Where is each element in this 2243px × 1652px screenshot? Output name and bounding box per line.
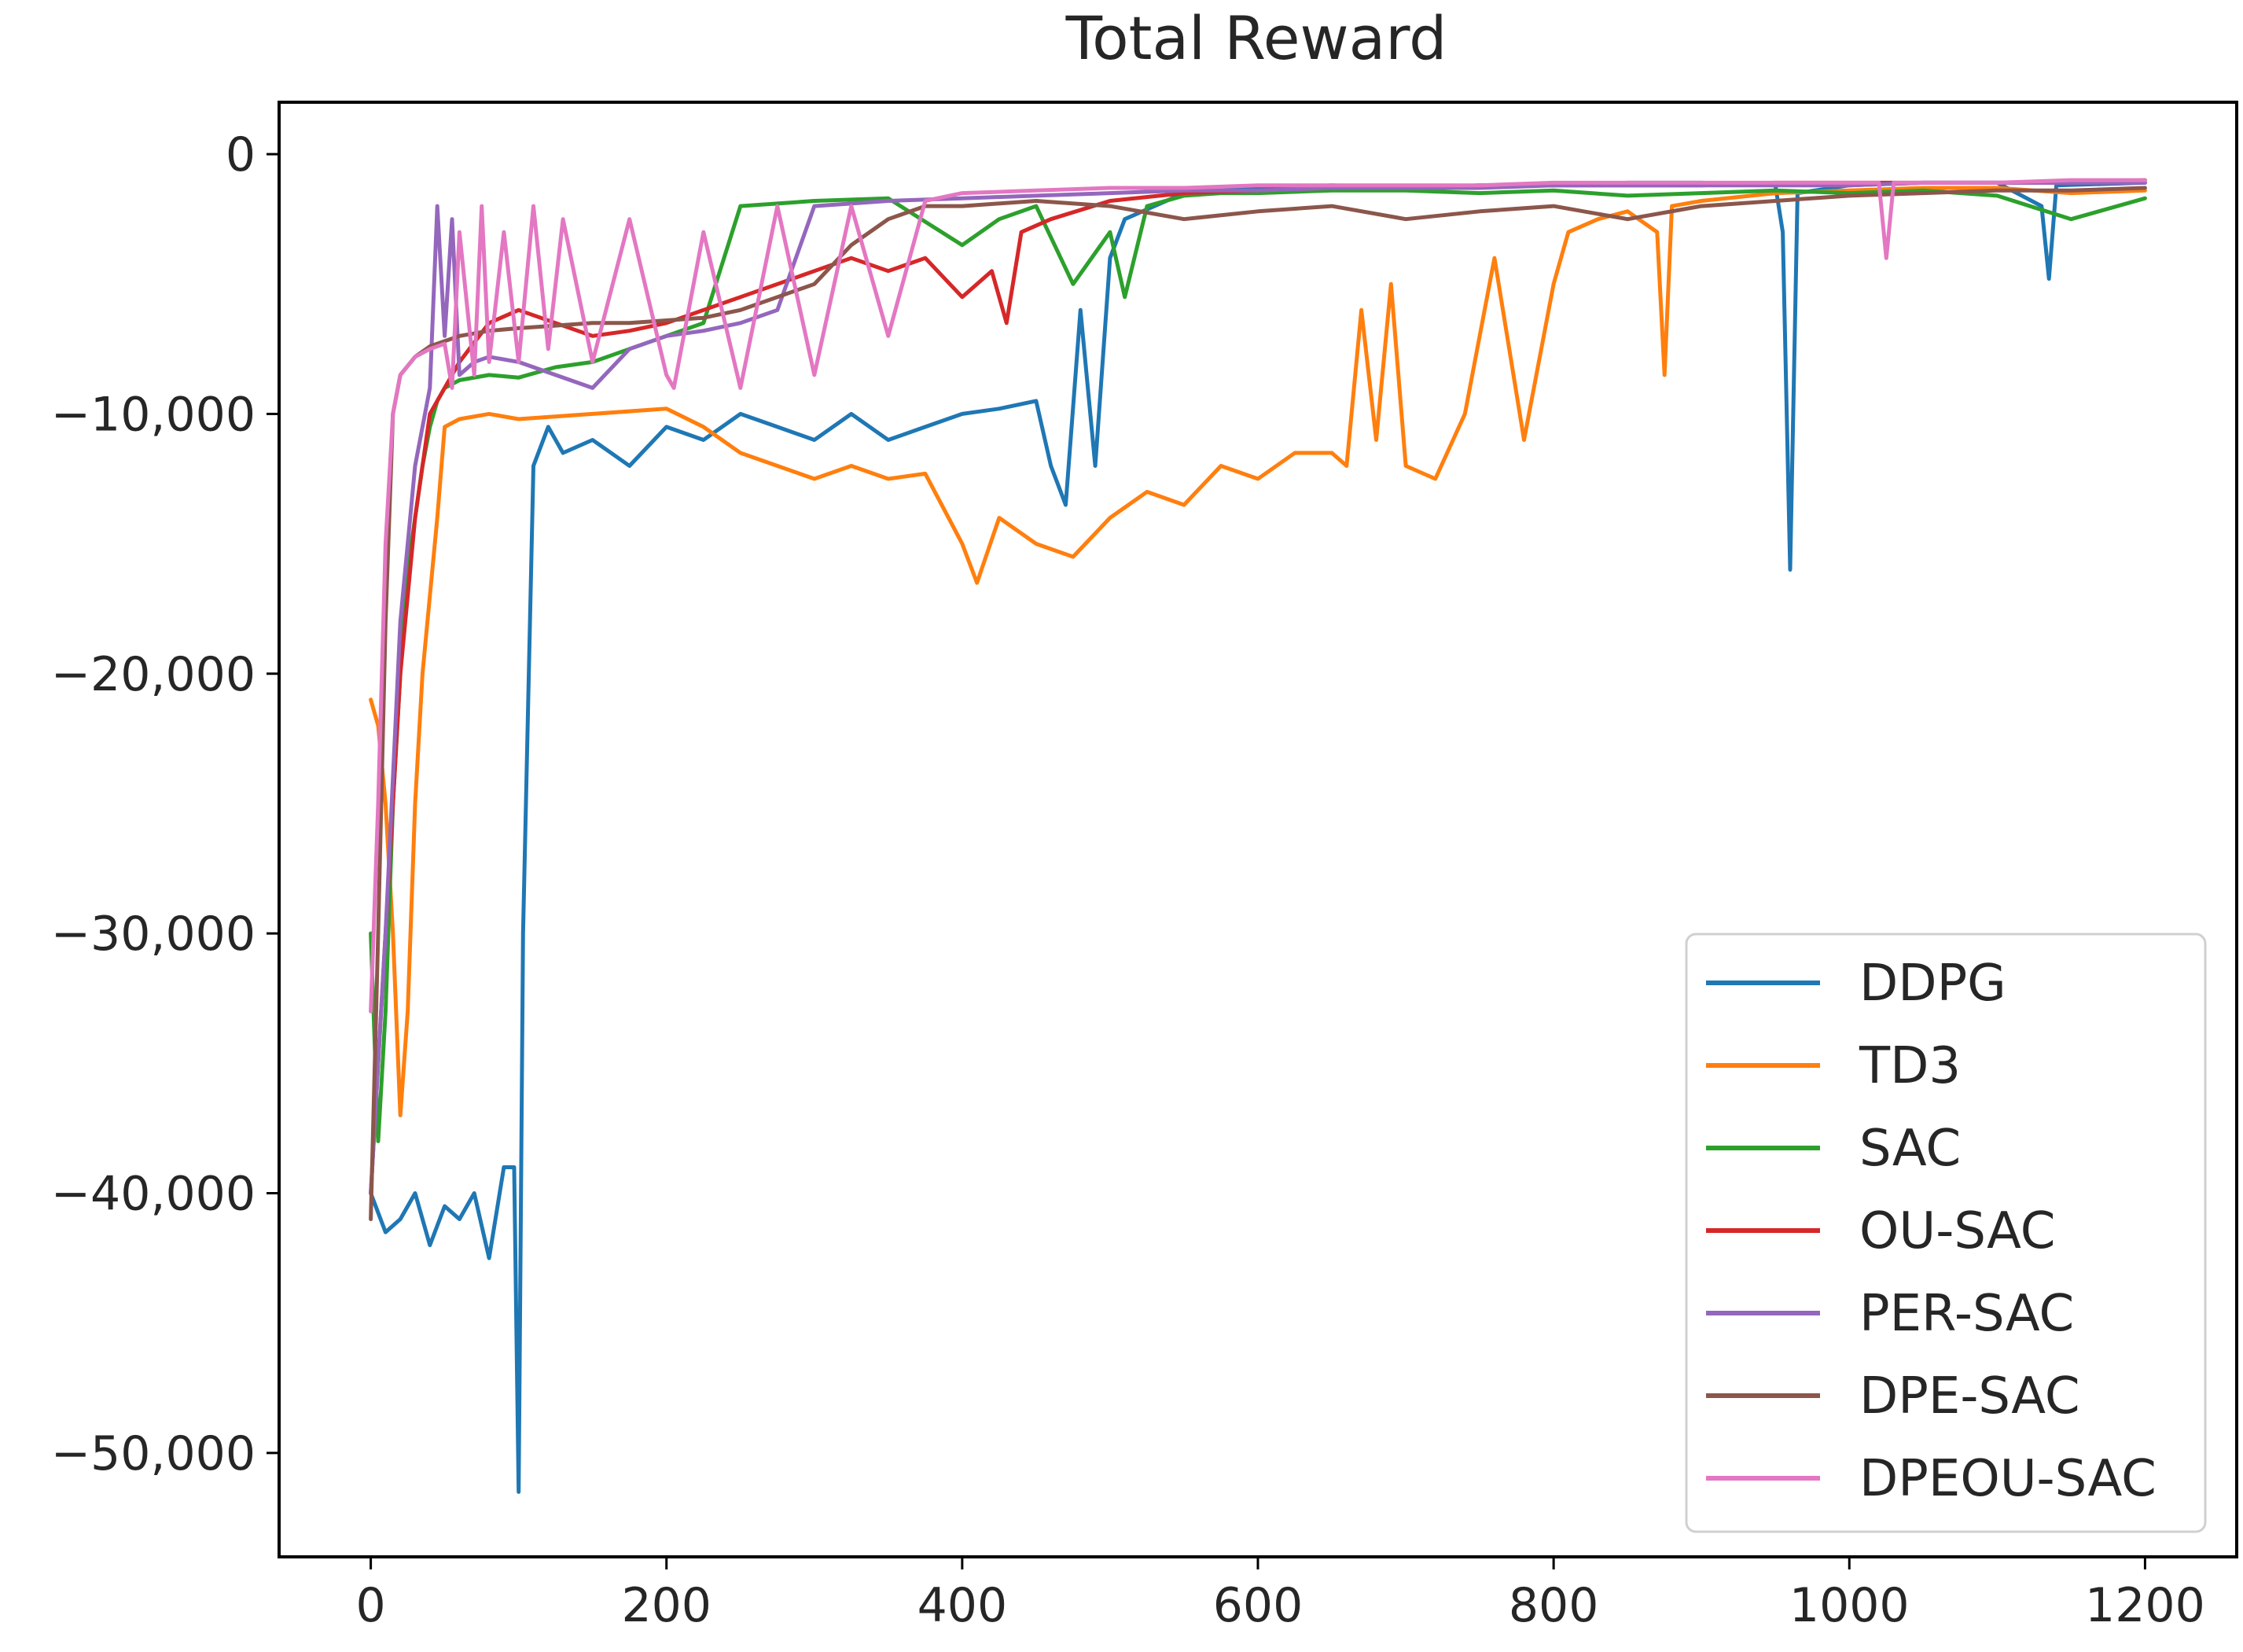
y-tick-label: −50,000 — [51, 1426, 256, 1481]
x-tick-label: 1000 — [1789, 1578, 1910, 1633]
series-layer — [369, 178, 2147, 1494]
x-tick-label: 800 — [1509, 1578, 1599, 1633]
y-axis: 0 −10,000 −20,000 −30,000 −40,000 −50,000 — [51, 127, 279, 1481]
legend-label: SAC — [1859, 1120, 1961, 1178]
y-tick-label: −30,000 — [51, 907, 256, 962]
y-tick-label: −20,000 — [51, 647, 256, 702]
y-tick-label: −10,000 — [51, 387, 256, 442]
x-tick-label: 400 — [917, 1578, 1008, 1633]
x-tick-label: 200 — [621, 1578, 712, 1633]
legend-label: DDPG — [1859, 955, 2006, 1013]
legend-box — [1685, 933, 2207, 1533]
y-tick-label: −40,000 — [51, 1167, 256, 1222]
legend-label: DPEOU-SAC — [1859, 1450, 2157, 1508]
y-tick-label: 0 — [226, 127, 256, 182]
series-line-td3 — [369, 186, 2147, 1117]
x-tick-label: 600 — [1213, 1578, 1304, 1633]
x-tick-label: 1200 — [2085, 1578, 2205, 1633]
series-line-dpeou-sac — [369, 178, 2147, 1014]
series-line-per-sac — [369, 180, 2147, 1195]
x-tick-label: 0 — [356, 1578, 386, 1633]
legend-label: PER-SAC — [1859, 1285, 2074, 1343]
legend-label: DPE-SAC — [1859, 1367, 2080, 1426]
legend: DDPG TD3 SAC OU-SAC PER-SAC DPE-SAC DPEOU-SAC — [1685, 933, 2207, 1533]
chart-title: Total Reward — [1065, 3, 1447, 73]
legend-label: OU-SAC — [1859, 1202, 2055, 1260]
series-line-ddpg — [369, 180, 2147, 1494]
legend-label: TD3 — [1859, 1037, 1961, 1095]
x-axis: 0 200 400 600 800 1000 1200 — [356, 1557, 2205, 1633]
series-line-dpe-sac — [369, 186, 2147, 1221]
